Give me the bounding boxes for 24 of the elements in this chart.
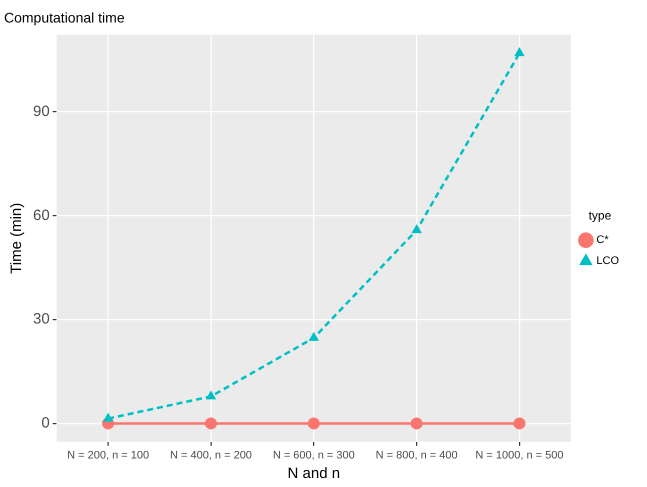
point [513,417,526,430]
y-axis-title: Time (min) [8,202,26,274]
y-tick-label: 0 [41,414,50,432]
point [411,224,422,234]
point [204,417,217,430]
point [102,412,114,422]
legend-label: LCO [596,255,620,268]
x-tick-label: N = 600, n = 300 [272,449,355,462]
x-tick-label: N = 200, n = 100 [67,449,150,462]
x-tick-label: N = 400, n = 200 [170,449,252,462]
chart-title: Computational time [4,9,125,26]
legend-title: type [588,208,612,223]
point [410,417,423,430]
y-tick-label: 90 [32,102,50,120]
point [206,390,216,400]
legend-label: C* [596,234,610,246]
x-tick-label: N = 1000, n = 500 [475,449,564,462]
point [308,332,319,341]
y-tick-label: 60 [32,206,50,224]
x-tick-label: N = 800, n = 400 [376,449,458,462]
point [308,417,320,430]
x-axis-title: N and n [288,465,340,482]
y-tick-label: 30 [32,310,50,328]
point [514,47,525,56]
